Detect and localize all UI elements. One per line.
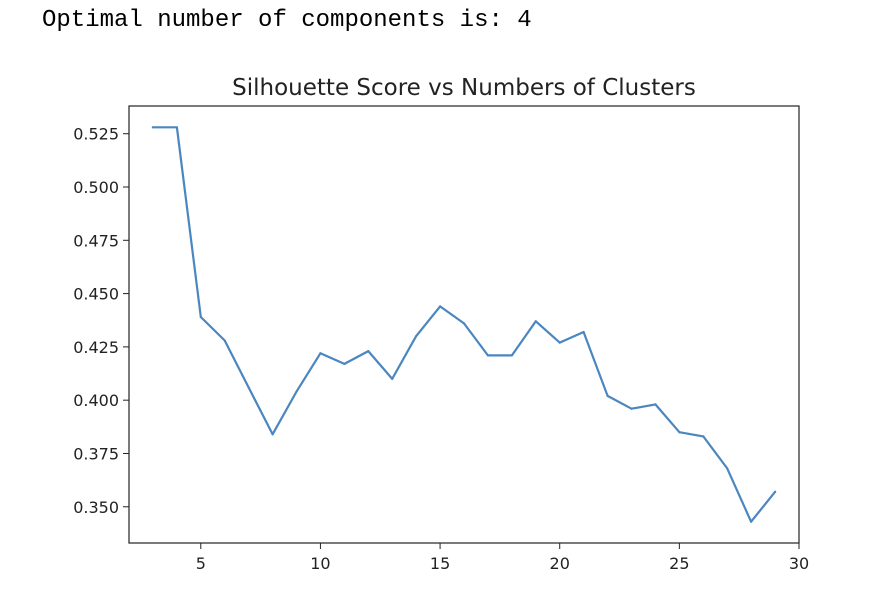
- data-point: [702, 435, 705, 438]
- data-point: [175, 126, 178, 129]
- data-point: [367, 350, 370, 353]
- optimal-components-output: Optimal number of components is: 4: [42, 7, 532, 34]
- data-point: [510, 354, 513, 357]
- data-point: [295, 390, 298, 393]
- y-axis-ticks: 0.350 0.375 0.400 0.425 0.450 0.475 0.500 0.525: [73, 125, 129, 517]
- data-point: [486, 354, 489, 357]
- y-tick-label: 0.475: [73, 231, 119, 250]
- data-point: [654, 403, 657, 406]
- y-tick-label: 0.450: [73, 285, 119, 304]
- data-point: [223, 339, 226, 342]
- data-point: [582, 330, 585, 334]
- x-tick-label: 30: [789, 554, 809, 573]
- plot-frame: [128, 105, 800, 544]
- x-tick-label: 10: [310, 554, 330, 573]
- data-point: [415, 335, 418, 338]
- chart-title: Silhouette Score vs Numbers of Clusters: [232, 75, 696, 101]
- data-point: [774, 490, 777, 493]
- x-tick-label: 20: [550, 554, 570, 573]
- y-tick-label: 0.375: [73, 444, 119, 463]
- data-point: [271, 433, 274, 436]
- y-tick-label: 0.425: [73, 338, 119, 357]
- series-line: [151, 126, 777, 523]
- y-tick-label: 0.500: [73, 178, 119, 197]
- data-point: [678, 431, 681, 434]
- data-point: [534, 320, 537, 323]
- y-tick-label: 0.525: [73, 125, 119, 144]
- data-point: [391, 377, 394, 380]
- data-point: [726, 467, 729, 470]
- data-point: [199, 315, 202, 319]
- x-tick-label: 5: [196, 554, 206, 573]
- data-point: [247, 386, 250, 389]
- data-point: [343, 362, 346, 365]
- x-tick-label: 15: [430, 554, 450, 573]
- y-tick-label: 0.400: [73, 391, 119, 410]
- data-points: [151, 126, 777, 523]
- x-tick-label: 25: [669, 554, 689, 573]
- data-point: [319, 352, 322, 355]
- data-point: [606, 394, 609, 397]
- data-point: [462, 322, 466, 325]
- data-point: [558, 341, 561, 344]
- data-point: [439, 305, 442, 308]
- data-point: [151, 126, 154, 129]
- data-point: [750, 520, 753, 523]
- x-axis-ticks: 5 10 15 20 25 30: [196, 543, 809, 573]
- y-tick-label: 0.350: [73, 498, 119, 517]
- data-point: [630, 407, 633, 410]
